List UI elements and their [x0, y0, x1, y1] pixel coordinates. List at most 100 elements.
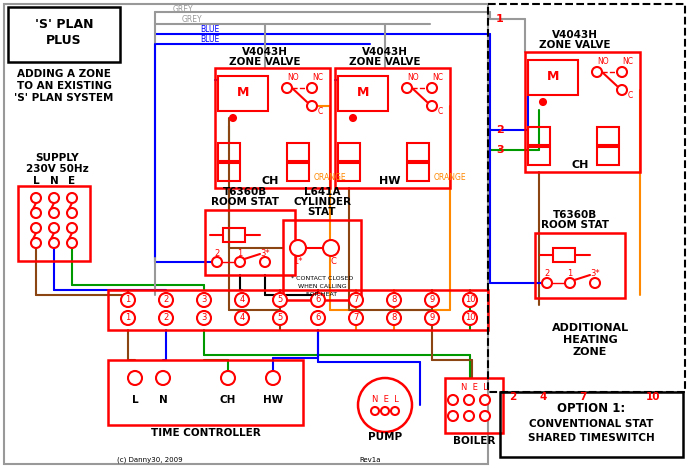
Text: CH: CH	[571, 160, 589, 170]
Bar	[407, 163, 429, 181]
Bar	[287, 163, 309, 181]
Circle shape	[290, 240, 306, 256]
Text: N: N	[50, 176, 59, 186]
Text: L641A: L641A	[304, 187, 340, 197]
Bar	[338, 76, 388, 111]
Text: TO AN EXISTING: TO AN EXISTING	[17, 81, 112, 91]
Bar	[335, 68, 450, 188]
Text: GREY: GREY	[172, 5, 193, 14]
Circle shape	[387, 311, 401, 325]
Text: 1: 1	[496, 14, 504, 24]
Circle shape	[31, 208, 41, 218]
Circle shape	[590, 278, 600, 288]
Circle shape	[349, 311, 363, 325]
Text: 3: 3	[496, 145, 504, 155]
Circle shape	[425, 293, 439, 307]
Bar	[528, 60, 578, 95]
Text: E: E	[68, 176, 76, 186]
Circle shape	[311, 293, 325, 307]
Text: STAT: STAT	[308, 207, 336, 217]
Text: CH: CH	[220, 395, 236, 405]
Text: ZONE VALVE: ZONE VALVE	[540, 40, 611, 50]
Circle shape	[235, 311, 249, 325]
Text: V4043H: V4043H	[362, 47, 408, 57]
Bar	[338, 163, 360, 181]
Bar	[525, 52, 640, 172]
Circle shape	[464, 411, 474, 421]
Text: HEATING: HEATING	[562, 335, 618, 345]
Bar	[338, 143, 360, 161]
Bar	[407, 143, 429, 161]
Text: 5: 5	[277, 314, 283, 322]
Text: ZONE: ZONE	[573, 347, 607, 357]
Circle shape	[592, 67, 602, 77]
Bar	[597, 127, 619, 145]
Text: BLUE: BLUE	[200, 25, 219, 35]
Text: C: C	[317, 107, 323, 116]
Circle shape	[31, 238, 41, 248]
Circle shape	[542, 278, 552, 288]
Text: 2: 2	[215, 249, 219, 257]
Text: WHEN CALLING: WHEN CALLING	[297, 285, 346, 290]
Bar	[287, 143, 309, 161]
Text: CH: CH	[262, 176, 279, 186]
Text: 2: 2	[164, 295, 168, 305]
Text: N  E  L: N E L	[461, 383, 487, 393]
Text: 10: 10	[646, 392, 660, 402]
Bar	[500, 392, 683, 457]
Text: OPTION 1:: OPTION 1:	[557, 402, 625, 415]
Circle shape	[273, 293, 287, 307]
Circle shape	[156, 371, 170, 385]
Text: 'S' PLAN SYSTEM: 'S' PLAN SYSTEM	[14, 93, 114, 103]
Text: NC: NC	[622, 58, 633, 66]
Circle shape	[67, 208, 77, 218]
Text: 3*: 3*	[260, 249, 270, 257]
Bar	[218, 76, 268, 111]
Text: BLUE: BLUE	[200, 36, 219, 44]
Bar	[205, 210, 295, 275]
Text: PLUS: PLUS	[46, 34, 82, 46]
Text: 7: 7	[353, 295, 359, 305]
Circle shape	[617, 85, 627, 95]
Text: Rev1a: Rev1a	[359, 457, 381, 463]
Text: 6: 6	[315, 295, 321, 305]
Circle shape	[391, 407, 399, 415]
Circle shape	[212, 257, 222, 267]
Circle shape	[540, 99, 546, 105]
Circle shape	[307, 83, 317, 93]
Circle shape	[121, 311, 135, 325]
Bar	[528, 147, 550, 165]
Text: V4043H: V4043H	[242, 47, 288, 57]
Text: 3: 3	[201, 295, 207, 305]
Bar	[535, 233, 625, 298]
Text: C: C	[437, 107, 442, 116]
Text: 230V 50Hz: 230V 50Hz	[26, 164, 88, 174]
Bar	[223, 228, 245, 242]
Text: 1: 1	[237, 249, 243, 257]
Text: NO: NO	[407, 73, 419, 82]
Text: 2: 2	[544, 269, 550, 278]
Circle shape	[350, 115, 356, 121]
Circle shape	[67, 223, 77, 233]
Text: 5: 5	[277, 295, 283, 305]
Text: GREY: GREY	[181, 15, 202, 24]
Text: M: M	[546, 71, 559, 83]
Circle shape	[235, 293, 249, 307]
Circle shape	[617, 67, 627, 77]
Bar	[218, 163, 240, 181]
Text: C: C	[627, 90, 633, 100]
Text: 7: 7	[580, 392, 586, 402]
Text: T6360B: T6360B	[553, 210, 597, 220]
Circle shape	[31, 223, 41, 233]
Text: NC: NC	[432, 73, 443, 82]
Text: ROOM STAT: ROOM STAT	[211, 197, 279, 207]
Text: HW: HW	[380, 176, 401, 186]
Text: T6360B: T6360B	[223, 187, 267, 197]
Text: BOILER: BOILER	[453, 436, 495, 446]
Bar	[528, 127, 550, 145]
Circle shape	[197, 293, 211, 307]
Text: 4: 4	[239, 314, 245, 322]
Text: ZONE VALVE: ZONE VALVE	[349, 57, 421, 67]
Text: 9: 9	[429, 295, 435, 305]
Text: 1: 1	[567, 269, 573, 278]
